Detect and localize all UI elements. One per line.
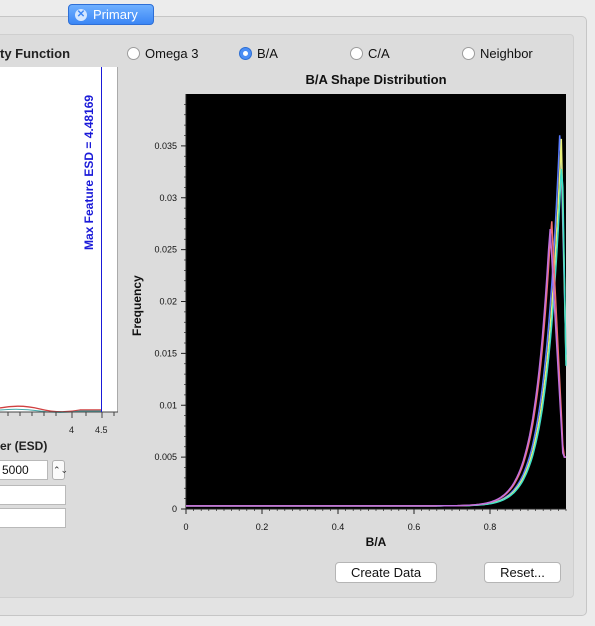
x-axis-label: B/A — [365, 535, 387, 549]
radio-ba[interactable]: B/A — [239, 46, 278, 61]
y-tick-label-0: 0 — [172, 504, 177, 514]
radio-neighbor-label: Neighbor — [480, 46, 533, 61]
create-data-button[interactable]: Create Data — [335, 562, 437, 583]
reset-button[interactable]: Reset... — [484, 562, 561, 583]
bins-stepper[interactable]: ⌃⌄ — [52, 460, 68, 480]
tab-primary-label: Primary — [93, 7, 138, 22]
radio-omega3-label: Omega 3 — [145, 46, 199, 61]
left-curve-red — [0, 405, 101, 413]
y-tick-label-7: 0.035 — [154, 141, 177, 151]
radio-neighbor[interactable]: Neighbor — [462, 46, 533, 61]
x-tick-label-3: 0.6 — [408, 522, 421, 532]
chart-title: B/A Shape Distribution — [305, 72, 447, 87]
y-tick-label-3: 0.015 — [154, 348, 177, 358]
series-line-4 — [186, 228, 566, 507]
radio-ba-circle[interactable] — [239, 47, 252, 60]
radio-omega3[interactable]: Omega 3 — [127, 46, 198, 61]
y-axis-label: Frequency — [130, 275, 144, 336]
radio-omega3-circle[interactable] — [127, 47, 140, 60]
radio-neighbor-circle[interactable] — [462, 47, 475, 60]
left-field-2[interactable] — [0, 485, 66, 505]
x-tick-label-2: 0.4 — [332, 522, 345, 532]
x-tick-label-0: 0 — [183, 522, 188, 532]
radio-ba-label: B/A — [257, 46, 278, 61]
tab-primary[interactable]: ✕ Primary — [68, 4, 154, 25]
left-tick-label-4: 4 — [69, 425, 75, 435]
radio-ca[interactable]: C/A — [350, 46, 390, 61]
left-x-ticks — [7, 412, 115, 418]
radio-ca-circle[interactable] — [350, 47, 363, 60]
y-tick-label-2: 0.01 — [159, 400, 177, 410]
left-axis-title: er (ESD) — [0, 439, 48, 453]
x-tick-label-4: 0.8 — [484, 522, 497, 532]
left-plot-overlay — [0, 405, 118, 418]
y-tick-label-1: 0.005 — [154, 452, 177, 462]
x-tick-label-1: 0.2 — [256, 522, 269, 532]
left-plot-area — [0, 67, 118, 412]
bins-input[interactable]: 5000 — [0, 460, 48, 480]
radio-ca-label: C/A — [368, 46, 390, 61]
max-feature-marker-line — [101, 67, 102, 412]
left-tick-label-4-5: 4.5 — [95, 425, 108, 435]
y-tick-label-4: 0.02 — [159, 297, 177, 307]
left-field-3[interactable] — [0, 508, 66, 528]
y-tick-label-6: 0.03 — [159, 193, 177, 203]
plot-area — [186, 94, 566, 509]
close-icon[interactable]: ✕ — [75, 8, 87, 21]
y-tick-label-5: 0.025 — [154, 245, 177, 255]
left-plot-title: ty Function — [0, 46, 71, 61]
